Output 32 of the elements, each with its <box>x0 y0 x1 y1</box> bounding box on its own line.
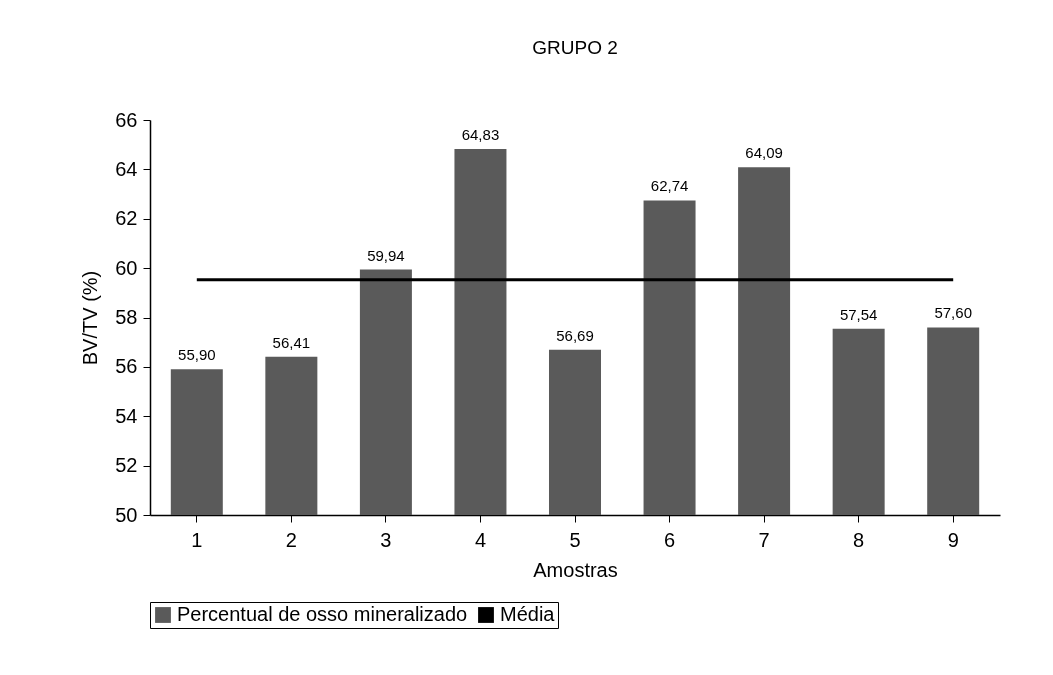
x-tick-label: 1 <box>191 528 203 551</box>
y-tick-label: 66 <box>115 108 138 131</box>
data-label: 64,09 <box>745 144 783 162</box>
x-tick-label: 2 <box>285 528 297 551</box>
data-label: 62,74 <box>650 177 689 195</box>
y-tick-label: 60 <box>115 256 138 279</box>
data-label: 56,69 <box>556 326 594 344</box>
legend-label: Percentual de osso mineralizado <box>177 603 468 625</box>
x-tick-label: 4 <box>474 528 487 551</box>
x-tick-label: 9 <box>947 528 959 551</box>
y-tick-label: 64 <box>115 157 138 180</box>
data-label: 57,54 <box>839 305 878 323</box>
y-tick-label: 54 <box>115 404 138 427</box>
data-label: 59,94 <box>367 246 405 264</box>
y-axis-title: BV/TV (%) <box>79 270 102 366</box>
y-tick-label: 50 <box>115 503 138 526</box>
x-tick-label: 5 <box>569 528 581 551</box>
y-tick-label: 58 <box>115 306 138 328</box>
y-tick-label: 62 <box>115 207 138 230</box>
data-label: 57,60 <box>934 304 972 322</box>
data-label: 55,90 <box>178 346 216 364</box>
y-tick-label: 52 <box>115 454 138 477</box>
legend-label: Média <box>500 603 556 625</box>
x-tick-label: 3 <box>380 528 392 551</box>
x-tick-label: 8 <box>853 528 865 551</box>
x-tick-label: 7 <box>758 528 770 551</box>
data-label: 56,41 <box>272 333 311 351</box>
x-axis-title: Amostras <box>533 558 618 581</box>
y-tick-label: 56 <box>115 355 138 378</box>
chart-title: GRUPO 2 <box>532 37 618 58</box>
data-label: 64,83 <box>461 125 500 143</box>
x-tick-label: 6 <box>663 528 676 551</box>
